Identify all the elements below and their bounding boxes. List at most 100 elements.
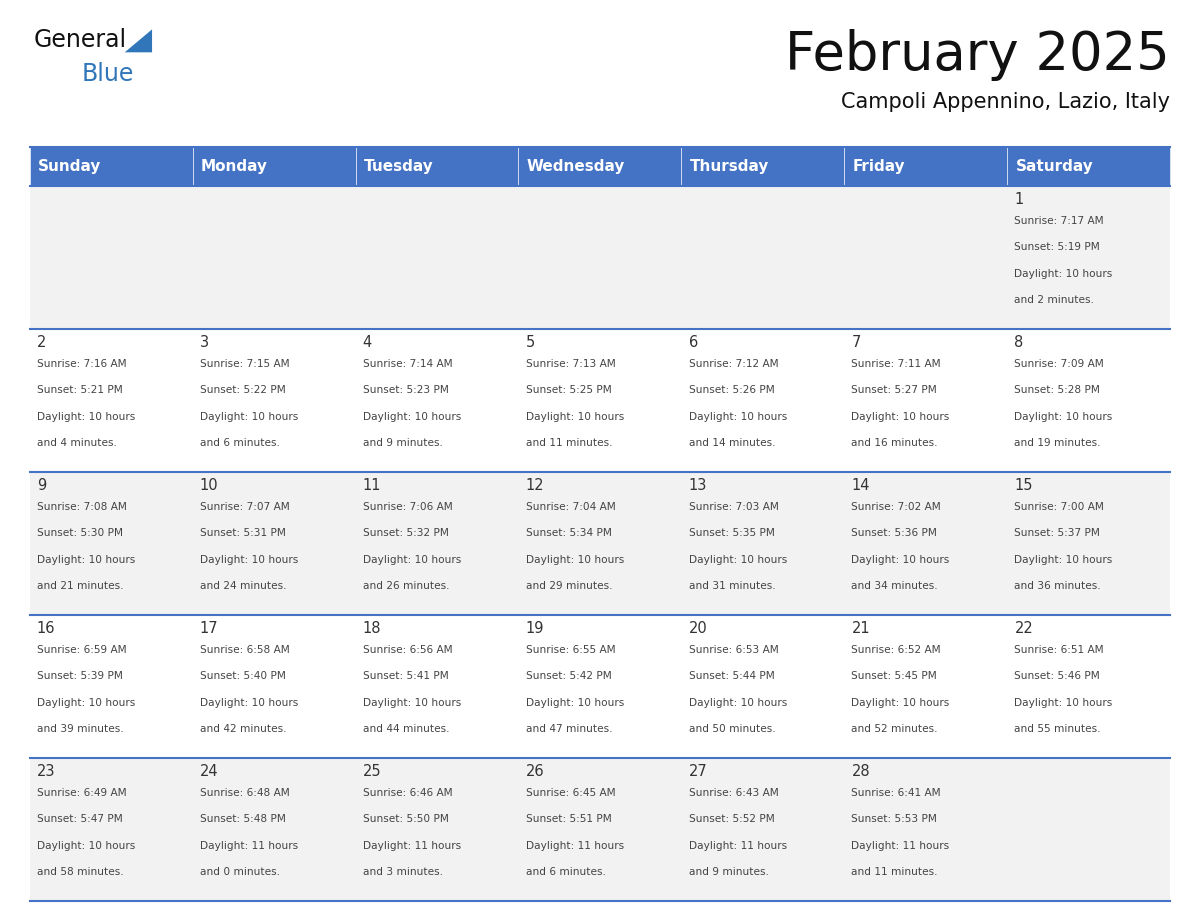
Bar: [355, 186, 518, 330]
Bar: [30, 186, 192, 330]
Bar: [1007, 330, 1170, 473]
Bar: [518, 186, 682, 330]
Text: 28: 28: [852, 764, 870, 779]
Text: 4: 4: [362, 335, 372, 350]
Text: 18: 18: [362, 621, 381, 636]
Text: and 11 minutes.: and 11 minutes.: [852, 868, 939, 878]
Bar: [682, 758, 845, 901]
Text: Sunrise: 7:03 AM: Sunrise: 7:03 AM: [689, 502, 778, 511]
Text: Sunset: 5:39 PM: Sunset: 5:39 PM: [37, 671, 122, 681]
Text: and 34 minutes.: and 34 minutes.: [852, 581, 939, 591]
Bar: [192, 147, 355, 186]
Text: Daylight: 10 hours: Daylight: 10 hours: [1015, 269, 1113, 279]
Text: Daylight: 10 hours: Daylight: 10 hours: [1015, 698, 1113, 708]
Text: and 58 minutes.: and 58 minutes.: [37, 868, 124, 878]
Text: and 52 minutes.: and 52 minutes.: [852, 724, 939, 734]
Text: Sunrise: 6:55 AM: Sunrise: 6:55 AM: [525, 644, 615, 655]
Text: Monday: Monday: [201, 159, 268, 174]
Text: Sunset: 5:44 PM: Sunset: 5:44 PM: [689, 671, 775, 681]
Text: Daylight: 10 hours: Daylight: 10 hours: [200, 698, 298, 708]
Text: 8: 8: [1015, 335, 1024, 350]
Text: Sunrise: 7:14 AM: Sunrise: 7:14 AM: [362, 359, 453, 369]
Bar: [1007, 186, 1170, 330]
Text: 16: 16: [37, 621, 56, 636]
Text: Sunrise: 6:41 AM: Sunrise: 6:41 AM: [852, 788, 941, 798]
Text: 21: 21: [852, 621, 870, 636]
Bar: [682, 147, 845, 186]
Text: Sunset: 5:34 PM: Sunset: 5:34 PM: [525, 528, 612, 538]
Text: Sunset: 5:42 PM: Sunset: 5:42 PM: [525, 671, 612, 681]
Text: Daylight: 10 hours: Daylight: 10 hours: [37, 554, 135, 565]
Text: Sunset: 5:50 PM: Sunset: 5:50 PM: [362, 814, 449, 824]
Text: 27: 27: [689, 764, 707, 779]
Text: Sunrise: 7:12 AM: Sunrise: 7:12 AM: [689, 359, 778, 369]
Text: Daylight: 10 hours: Daylight: 10 hours: [200, 554, 298, 565]
Text: Sunset: 5:32 PM: Sunset: 5:32 PM: [362, 528, 449, 538]
Text: 25: 25: [362, 764, 381, 779]
Text: Sunset: 5:35 PM: Sunset: 5:35 PM: [689, 528, 775, 538]
Text: Daylight: 10 hours: Daylight: 10 hours: [362, 698, 461, 708]
Text: Daylight: 10 hours: Daylight: 10 hours: [689, 554, 786, 565]
Bar: [30, 758, 192, 901]
Text: Sunset: 5:47 PM: Sunset: 5:47 PM: [37, 814, 122, 824]
Bar: [355, 758, 518, 901]
Text: Daylight: 10 hours: Daylight: 10 hours: [37, 698, 135, 708]
Bar: [355, 147, 518, 186]
Text: Sunset: 5:23 PM: Sunset: 5:23 PM: [362, 386, 449, 396]
Text: 14: 14: [852, 478, 870, 493]
Text: Sunrise: 6:48 AM: Sunrise: 6:48 AM: [200, 788, 290, 798]
Text: and 6 minutes.: and 6 minutes.: [525, 868, 606, 878]
Text: and 9 minutes.: and 9 minutes.: [362, 438, 443, 448]
Text: Daylight: 10 hours: Daylight: 10 hours: [852, 554, 949, 565]
Text: 15: 15: [1015, 478, 1032, 493]
Bar: [682, 615, 845, 758]
Text: and 6 minutes.: and 6 minutes.: [200, 438, 279, 448]
Text: Sunrise: 7:08 AM: Sunrise: 7:08 AM: [37, 502, 127, 511]
Text: 12: 12: [525, 478, 544, 493]
Bar: [30, 147, 192, 186]
Text: and 9 minutes.: and 9 minutes.: [689, 868, 769, 878]
Text: 13: 13: [689, 478, 707, 493]
Bar: [845, 186, 1007, 330]
Bar: [845, 147, 1007, 186]
Text: Sunrise: 7:11 AM: Sunrise: 7:11 AM: [852, 359, 941, 369]
Text: Daylight: 10 hours: Daylight: 10 hours: [852, 411, 949, 421]
Text: Daylight: 11 hours: Daylight: 11 hours: [852, 841, 949, 851]
Text: Sunset: 5:30 PM: Sunset: 5:30 PM: [37, 528, 122, 538]
Text: 24: 24: [200, 764, 219, 779]
Bar: [845, 330, 1007, 473]
Text: and 26 minutes.: and 26 minutes.: [362, 581, 449, 591]
Text: Daylight: 10 hours: Daylight: 10 hours: [362, 411, 461, 421]
Text: 6: 6: [689, 335, 697, 350]
Text: and 24 minutes.: and 24 minutes.: [200, 581, 286, 591]
Text: Daylight: 10 hours: Daylight: 10 hours: [525, 698, 624, 708]
Text: 9: 9: [37, 478, 46, 493]
Text: 1: 1: [1015, 192, 1024, 207]
Text: Sunset: 5:31 PM: Sunset: 5:31 PM: [200, 528, 285, 538]
Text: Daylight: 10 hours: Daylight: 10 hours: [689, 698, 786, 708]
Text: Sunrise: 7:15 AM: Sunrise: 7:15 AM: [200, 359, 290, 369]
Text: 7: 7: [852, 335, 861, 350]
Text: 10: 10: [200, 478, 219, 493]
Text: 11: 11: [362, 478, 381, 493]
Text: Sunrise: 6:51 AM: Sunrise: 6:51 AM: [1015, 644, 1104, 655]
Text: Sunset: 5:52 PM: Sunset: 5:52 PM: [689, 814, 775, 824]
Text: Daylight: 10 hours: Daylight: 10 hours: [525, 411, 624, 421]
Text: Daylight: 10 hours: Daylight: 10 hours: [852, 698, 949, 708]
Polygon shape: [125, 29, 152, 52]
Text: Sunset: 5:22 PM: Sunset: 5:22 PM: [200, 386, 285, 396]
Text: Sunrise: 7:17 AM: Sunrise: 7:17 AM: [1015, 216, 1104, 226]
Text: and 0 minutes.: and 0 minutes.: [200, 868, 279, 878]
Text: Daylight: 11 hours: Daylight: 11 hours: [200, 841, 298, 851]
Text: Sunset: 5:19 PM: Sunset: 5:19 PM: [1015, 242, 1100, 252]
Text: Sunrise: 6:59 AM: Sunrise: 6:59 AM: [37, 644, 126, 655]
Text: Wednesday: Wednesday: [526, 159, 625, 174]
Text: Sunset: 5:46 PM: Sunset: 5:46 PM: [1015, 671, 1100, 681]
Text: Sunrise: 7:09 AM: Sunrise: 7:09 AM: [1015, 359, 1104, 369]
Bar: [355, 473, 518, 615]
Bar: [192, 473, 355, 615]
Bar: [845, 758, 1007, 901]
Text: and 31 minutes.: and 31 minutes.: [689, 581, 775, 591]
Text: Blue: Blue: [82, 62, 134, 86]
Text: Daylight: 10 hours: Daylight: 10 hours: [200, 411, 298, 421]
